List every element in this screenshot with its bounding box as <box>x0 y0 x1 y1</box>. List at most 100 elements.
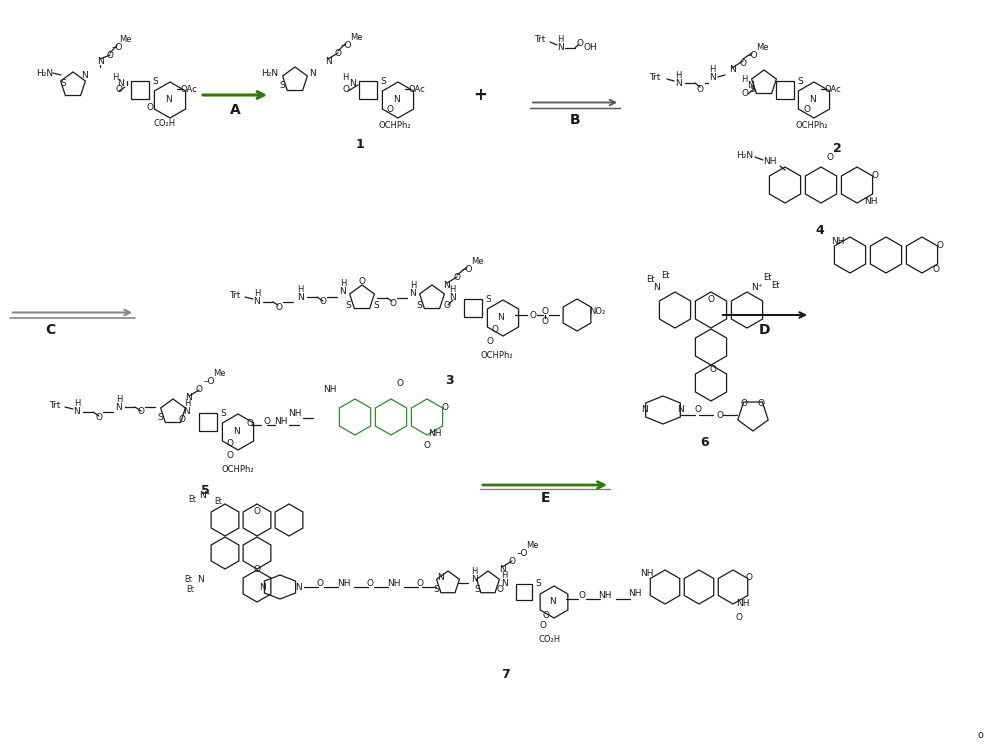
Text: Me: Me <box>213 370 225 379</box>
Text: S: S <box>433 584 439 593</box>
Text: O: O <box>178 415 186 424</box>
Text: –O: –O <box>746 50 758 59</box>
Text: H₂N: H₂N <box>736 151 754 160</box>
Text: O: O <box>716 410 724 419</box>
Text: N: N <box>233 427 239 436</box>
Text: S: S <box>373 301 379 310</box>
Text: O: O <box>740 58 746 68</box>
Text: N: N <box>678 406 684 415</box>
Text: O: O <box>736 613 742 622</box>
Text: CO₂H: CO₂H <box>539 634 561 644</box>
Text: NH: NH <box>640 568 654 578</box>
Text: N: N <box>297 292 303 302</box>
Text: O: O <box>454 272 460 281</box>
Text: NH: NH <box>864 197 878 206</box>
Text: N: N <box>184 407 190 416</box>
Text: H: H <box>184 400 190 409</box>
Text: N: N <box>747 82 753 91</box>
Text: Et: Et <box>771 280 779 290</box>
Text: –O: –O <box>111 43 123 52</box>
Text: H: H <box>471 566 477 575</box>
Bar <box>464 299 482 317</box>
Text: N: N <box>309 68 315 77</box>
Text: H: H <box>675 70 681 80</box>
Text: N: N <box>393 95 399 104</box>
Text: NH: NH <box>323 386 337 394</box>
Text: O: O <box>390 298 396 307</box>
Text: S: S <box>535 580 541 589</box>
Text: N: N <box>809 95 815 104</box>
Text: N: N <box>471 574 477 584</box>
Text: 5: 5 <box>201 484 209 496</box>
Text: O: O <box>396 379 404 388</box>
Text: O: O <box>542 610 550 620</box>
Text: H: H <box>74 400 80 409</box>
Text: OAc: OAc <box>181 85 197 94</box>
Text: O: O <box>276 302 283 311</box>
Text: H: H <box>340 280 346 289</box>
Text: E: E <box>540 491 550 505</box>
Text: Trt: Trt <box>229 290 241 299</box>
Text: N: N <box>197 575 203 584</box>
Text: 1: 1 <box>356 139 364 152</box>
Text: S: S <box>220 410 226 419</box>
Text: S: S <box>416 301 422 310</box>
Text: NH: NH <box>387 578 401 587</box>
Text: S: S <box>749 86 755 94</box>
Text: 4: 4 <box>816 224 824 236</box>
Text: Me: Me <box>526 541 538 550</box>
Text: O: O <box>826 154 834 163</box>
Text: N: N <box>729 65 735 74</box>
Text: O: O <box>254 565 260 574</box>
Text: O: O <box>486 338 494 346</box>
Text: H: H <box>557 35 563 44</box>
Text: O: O <box>146 104 154 112</box>
Text: O: O <box>540 620 546 629</box>
Text: O: O <box>804 106 810 115</box>
Text: O: O <box>138 407 144 416</box>
Text: 6: 6 <box>701 436 709 449</box>
Bar <box>359 81 377 99</box>
Text: Trt: Trt <box>49 400 61 410</box>
Text: O: O <box>758 398 765 407</box>
Text: N: N <box>340 287 346 296</box>
Text: O: O <box>424 440 430 449</box>
Text: H: H <box>254 290 260 298</box>
Text: H: H <box>741 76 747 85</box>
Text: N: N <box>557 44 563 52</box>
Text: O: O <box>746 572 753 581</box>
Text: O: O <box>316 578 324 587</box>
Text: O: O <box>694 406 702 415</box>
Text: O: O <box>416 578 424 587</box>
Text: O: O <box>936 241 944 250</box>
Text: 3: 3 <box>446 374 454 386</box>
Text: –O: –O <box>340 40 352 50</box>
Text: S: S <box>152 77 158 86</box>
Text: N⁺: N⁺ <box>199 490 211 500</box>
Text: Me: Me <box>350 32 362 41</box>
Bar <box>199 413 217 431</box>
Text: NH: NH <box>288 410 302 419</box>
Text: OCHPh₂: OCHPh₂ <box>222 466 254 475</box>
Text: Me: Me <box>119 34 131 44</box>
Text: N: N <box>74 407 80 416</box>
Text: Et: Et <box>661 271 669 280</box>
Text: O: O <box>106 50 114 59</box>
Text: O: O <box>442 403 448 412</box>
Text: H: H <box>342 73 348 82</box>
Text: O: O <box>542 316 548 326</box>
Text: S: S <box>485 296 491 304</box>
Text: O: O <box>708 296 714 304</box>
Text: Et: Et <box>184 575 192 584</box>
Text: NH: NH <box>736 598 750 608</box>
Text: H: H <box>116 394 122 404</box>
Text: NH: NH <box>831 238 845 247</box>
Text: O: O <box>578 590 586 599</box>
Text: O: O <box>496 586 504 595</box>
Text: +: + <box>473 86 487 104</box>
Text: S: S <box>380 77 386 86</box>
Text: NH: NH <box>337 578 351 587</box>
Text: N: N <box>254 298 260 307</box>
Text: N: N <box>654 283 660 292</box>
Text: O: O <box>509 556 516 566</box>
